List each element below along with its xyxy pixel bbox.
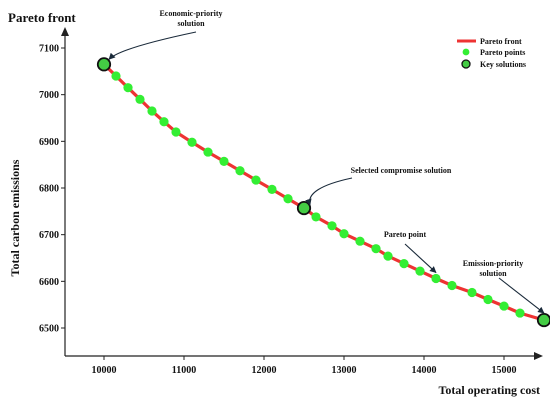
axis-ticks: 10000 11000 12000 13000 14000 15000 6500 6600 67… bbox=[39, 44, 517, 377]
pareto-point bbox=[135, 94, 145, 104]
pareto-point bbox=[147, 106, 157, 116]
pareto-point bbox=[383, 251, 393, 261]
key-solution-marker bbox=[96, 57, 112, 72]
pareto-point bbox=[483, 294, 493, 305]
pareto-point bbox=[467, 287, 477, 298]
y-tick-label: 7100 bbox=[39, 44, 59, 55]
pareto-point bbox=[267, 184, 277, 194]
pareto-point bbox=[187, 137, 197, 147]
y-tick-label: 6700 bbox=[39, 230, 59, 241]
pareto-point bbox=[327, 221, 337, 231]
annotation-line: solution bbox=[177, 19, 205, 28]
legend-points-swatch bbox=[462, 48, 470, 56]
pareto-point bbox=[203, 147, 213, 157]
pareto-point bbox=[235, 166, 245, 176]
legend: Pareto front Pareto points Key solutions bbox=[457, 37, 526, 69]
pareto-front-layer bbox=[102, 63, 545, 322]
pareto-point bbox=[159, 117, 169, 127]
legend-key-swatch bbox=[461, 59, 471, 69]
x-tick-label: 11000 bbox=[172, 365, 196, 376]
annotation-line: solution bbox=[479, 269, 507, 278]
key-solutions-layer bbox=[96, 57, 550, 328]
pareto-point bbox=[371, 244, 381, 254]
pareto-point bbox=[415, 266, 425, 276]
pareto-point bbox=[339, 229, 349, 239]
annotation-line: Pareto point bbox=[384, 230, 427, 239]
x-tick-label: 14000 bbox=[412, 365, 437, 376]
x-axis-label: Total operating cost bbox=[438, 383, 540, 397]
annotation-arrow bbox=[305, 177, 353, 206]
y-axis-arrow bbox=[61, 27, 69, 36]
pareto-point bbox=[355, 236, 365, 246]
pareto-point bbox=[447, 280, 457, 291]
pareto-point bbox=[499, 301, 509, 311]
pareto-point bbox=[111, 71, 121, 81]
pareto-points-layer bbox=[99, 59, 549, 325]
key-solution-marker bbox=[536, 312, 550, 328]
pareto-point bbox=[251, 175, 261, 185]
x-axis-arrow bbox=[534, 352, 543, 360]
legend-key-label: Key solutions bbox=[480, 60, 526, 69]
annotation-line: Economic-priority bbox=[159, 9, 222, 18]
pareto-front-line bbox=[102, 63, 545, 322]
legend-points-label: Pareto points bbox=[480, 48, 525, 57]
annotation-label: Selected compromise solution bbox=[351, 166, 452, 175]
pareto-point bbox=[311, 212, 321, 222]
annotation-arrow bbox=[404, 243, 437, 273]
x-tick-label: 10000 bbox=[92, 365, 117, 376]
pareto-point bbox=[219, 156, 229, 166]
chart-title: Pareto front bbox=[8, 10, 76, 25]
x-tick-label: 15000 bbox=[492, 365, 517, 376]
y-tick-label: 6600 bbox=[39, 277, 59, 288]
legend-front-label: Pareto front bbox=[480, 37, 522, 46]
y-tick-label: 6500 bbox=[39, 324, 59, 335]
annotation-label: Pareto point bbox=[384, 230, 427, 239]
pareto-point bbox=[431, 273, 441, 284]
annotation-label: Emission-priority solution bbox=[463, 259, 523, 278]
annotation-label: Economic-priority solution bbox=[159, 9, 222, 28]
y-tick-label: 6800 bbox=[39, 184, 59, 195]
pareto-point bbox=[399, 259, 409, 269]
annotation-arrow bbox=[108, 31, 197, 60]
x-tick-label: 13000 bbox=[332, 365, 357, 376]
annotation-arrow bbox=[498, 277, 545, 314]
x-tick-label: 12000 bbox=[252, 365, 277, 376]
pareto-point bbox=[515, 308, 525, 318]
y-tick-label: 7000 bbox=[39, 90, 59, 101]
pareto-point bbox=[171, 127, 181, 137]
annotation-line: Selected compromise solution bbox=[351, 166, 452, 175]
y-tick-label: 6900 bbox=[39, 137, 59, 148]
y-axis-label: Total carbon emissions bbox=[8, 159, 22, 276]
annotation-line: Emission-priority bbox=[463, 259, 523, 268]
pareto-point bbox=[123, 83, 133, 93]
pareto-point bbox=[283, 194, 293, 204]
key-solution-marker bbox=[296, 200, 312, 216]
